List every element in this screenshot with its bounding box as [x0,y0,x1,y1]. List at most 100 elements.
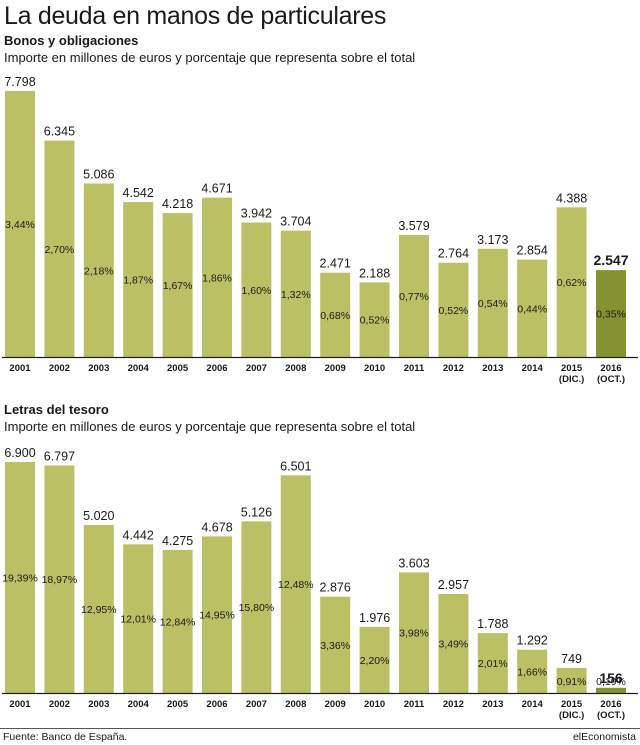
chart1-percent-label-2001: 3,44% [5,219,35,231]
chart2-value-label-2014: 1.292 [517,634,548,648]
chart2-bar-2006 [202,536,232,693]
chart2-bar-2015 [556,667,587,693]
chart1-value-label-2014: 2.854 [517,244,548,258]
chart1-bar-2015 [556,207,587,357]
chart1-x-tick-2004: 2004 [128,363,150,374]
chart1-bar-2013 [477,248,508,357]
chart2-bar-2001 [5,462,35,693]
chart1-value-label-2008: 3.704 [280,215,311,229]
chart2-value-label-2002: 6.797 [44,449,75,463]
chart2-bar-2014 [517,649,548,693]
chart2-value-label-2013: 1.788 [477,617,508,631]
chart2-x-tick-2012: 2012 [443,699,464,710]
chart1-percent-label-2014: 0,44% [517,303,547,315]
chart2-value-label-2004: 4.442 [123,528,154,542]
chart1-percent-label-2002: 2,70% [45,244,75,256]
chart2-percent-label-2004: 12,01% [120,614,156,626]
chart1-x-tick-2015: 2015 [561,363,583,374]
chart1-percent-label-2015: 0,62% [557,277,587,289]
chart2-bar-2011 [399,572,429,693]
chart1-percent-label-2004: 1,87% [123,275,153,287]
chart2-bar-2007 [241,521,272,693]
chart1-percent-label-2011: 0,77% [399,291,429,303]
chart2-title: Letras del tesoro [4,402,109,417]
chart2-subtitle: Importe en millones de euros y porcentaj… [4,419,416,434]
chart1-bar-2001 [5,91,35,357]
chart2-value-label-2015: 749 [561,652,582,666]
chart2-bar-2008 [280,475,311,693]
chart1-x-tick-2006: 2006 [206,363,227,374]
chart2-x-tick-2013: 2013 [482,699,503,710]
footer-brand: elEconomista [572,731,636,743]
chart1-percent-label-2010: 0,52% [360,315,390,327]
chart1-value-label-2002: 6.345 [44,125,75,139]
chart2-x-tick-2003: 2003 [88,699,109,710]
chart2-value-label-2016: 156 [599,670,623,686]
chart2-percent-label-2005: 12,84% [160,616,196,628]
chart2-value-label-2001: 6.900 [4,446,35,460]
chart1-value-label-2006: 4.671 [201,182,232,196]
chart1-x-tick-2014: 2014 [522,363,544,374]
chart1-x-subtick-2015: (DIC.) [559,374,584,385]
chart1-bar-2009 [320,272,351,357]
chart1-bonos: 7.798 3,44% 2001 6.345 2,70% 2002 5.086 2,18% 20… [2,75,638,385]
chart1-bar-2014 [517,259,548,357]
chart1-percent-label-2012: 0,52% [439,305,469,317]
chart2-percent-label-2001: 19,39% [2,573,38,585]
chart2-value-label-2008: 6.501 [280,459,311,473]
chart1-percent-label-2003: 2,18% [84,265,114,277]
chart2-letras: 6.900 19,39% 2001 6.797 18,97% 2002 5.020 12,95… [2,446,638,721]
chart2-value-label-2003: 5.020 [83,509,114,523]
chart1-value-label-2013: 3.173 [477,233,508,247]
chart1-bar-2006 [202,197,232,357]
main-title: La deuda en manos de particulares [4,2,387,30]
chart1-x-tick-2005: 2005 [167,363,189,374]
chart2-bar-2009 [320,596,351,693]
chart1-value-label-2007: 3.942 [241,207,272,221]
chart1-value-label-2005: 4.218 [162,197,193,211]
chart1-bar-2002 [44,140,75,357]
chart1-x-tick-2013: 2013 [482,363,503,374]
chart1-x-tick-2011: 2011 [404,363,425,374]
chart1-value-label-2016: 2.547 [593,252,628,268]
chart2-x-tick-2001: 2001 [9,699,31,710]
chart2-x-tick-2007: 2007 [246,699,267,710]
chart1-x-tick-2010: 2010 [364,363,385,374]
chart2-bar-2010 [359,626,390,693]
chart2-x-tick-2015: 2015 [561,699,583,710]
chart2-value-label-2009: 2.876 [320,581,351,595]
chart1-value-label-2015: 4.388 [556,191,587,205]
chart2-percent-label-2012: 3,49% [439,639,469,651]
chart1-x-tick-2012: 2012 [443,363,464,374]
chart1-bar-2012 [438,262,469,357]
chart1-bar-2016 [596,270,626,357]
chart2-value-label-2011: 3.603 [398,556,429,570]
chart1-value-label-2012: 2.764 [438,247,469,261]
chart2-bar-2005 [162,549,193,693]
chart1-percent-label-2008: 1,32% [281,289,311,301]
chart1-value-label-2010: 2.188 [359,266,390,280]
chart2-value-label-2006: 4.678 [201,520,232,534]
chart1-bar-2004 [123,202,154,357]
chart2-value-label-2005: 4.275 [162,534,193,548]
chart1-bar-2011 [399,234,429,357]
chart1-percent-label-2016: 0,35% [596,309,626,321]
chart1-value-label-2001: 7.798 [4,75,35,89]
chart2-bar-2002 [44,465,75,693]
chart2-bar-2013 [477,633,508,693]
chart2-percent-label-2010: 2,20% [360,655,390,667]
chart1-value-label-2004: 4.542 [123,186,154,200]
chart1-bar-2008 [280,230,311,357]
chart1-percent-label-2005: 1,67% [163,280,193,292]
chart1-x-tick-2016: 2016 [600,363,621,374]
chart2-value-label-2007: 5.126 [241,505,272,519]
chart2-x-tick-2016: 2016 [600,699,621,710]
footer-source: Fuente: Banco de España. [3,731,128,743]
chart2-percent-label-2014: 1,66% [517,666,547,678]
chart2-x-tick-2014: 2014 [522,699,544,710]
chart2-x-subtick-2016: (OCT.) [597,710,625,721]
chart1-percent-label-2007: 1,60% [242,285,272,297]
chart2-x-tick-2005: 2005 [167,699,189,710]
chart2-x-tick-2004: 2004 [128,699,150,710]
chart1-percent-label-2006: 1,86% [202,272,232,284]
